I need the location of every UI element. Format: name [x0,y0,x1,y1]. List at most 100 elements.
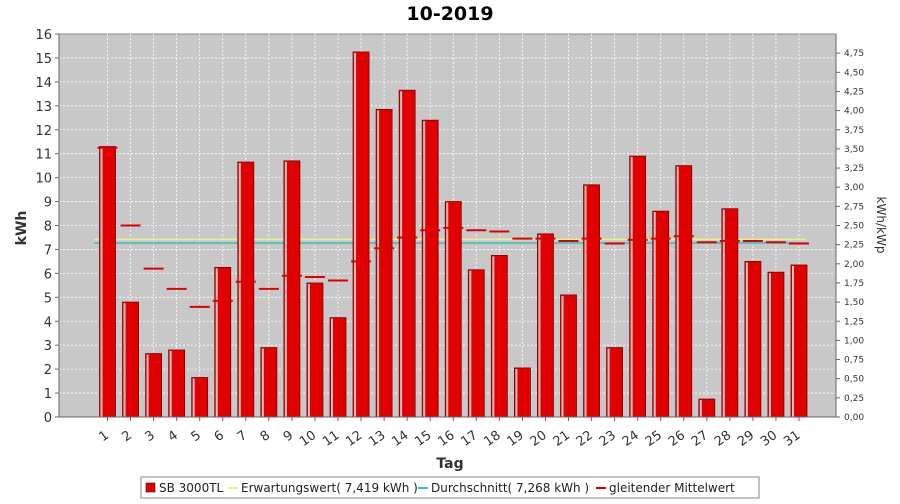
y-tick-label: 12 [35,124,52,139]
legend: SB 3000TL Erwartungswert( 7,419 kWh ) Durc… [140,476,760,499]
bar-highlight [261,348,264,417]
legend-label: Erwartungswert( 7,419 kWh ) [241,481,418,495]
x-tick-label: 27 [689,428,711,450]
x-tick-label: 8 [258,428,273,445]
bar-highlight [515,368,518,417]
x-tick-label: 26 [666,428,688,450]
bar-highlight [607,348,610,417]
y2-tick-label: 3,25 [844,164,864,174]
y2-tick-label: 0,50 [844,375,864,385]
y2-tick-label: 2,25 [844,241,864,251]
bar-highlight [446,202,449,417]
x-tick-label: 7 [235,428,250,445]
bar-highlight [307,283,310,417]
bar-highlight [722,209,725,417]
x-tick-label: 28 [712,428,734,450]
x-tick-label: 20 [528,428,550,450]
bar-highlight [423,121,426,418]
y-tick-label: 10 [35,172,52,187]
x-tick-label: 23 [597,428,619,450]
y2-tick-label: 2,00 [844,260,864,270]
y-tick-label: 16 [35,28,52,43]
legend-label: SB 3000TL [159,481,224,495]
y2-tick-label: 0,75 [844,356,864,366]
y-tick-label: 4 [44,315,52,330]
x-tick-label: 24 [620,428,642,450]
bar-highlight [561,295,564,417]
bar-highlight [584,185,587,417]
y2-tick-label: 2,75 [844,202,864,212]
bar-highlight [123,303,126,417]
legend-swatch [145,482,156,493]
y-tick-label: 8 [44,220,52,235]
bar-highlight [469,270,472,417]
bar-highlight [169,350,172,417]
x-tick-label: 4 [166,428,181,445]
y-tick-label: 6 [44,267,52,282]
y2-tick-label: 0,00 [844,413,864,423]
y2-axis-label: kWh/kWp [874,197,888,254]
bar-highlight [400,91,403,418]
bar-highlight [768,273,771,417]
bar-highlight [745,262,748,417]
x-tick-label: 17 [458,428,480,450]
bar-highlight [630,157,633,418]
y-tick-label: 13 [35,100,52,115]
y2-tick-label: 1,50 [844,298,864,308]
bar-series [99,51,808,418]
x-tick-label: 3 [143,428,158,445]
y2-tick-label: 4,25 [844,87,864,97]
moving-average-series [97,146,809,308]
x-tick-label: 14 [389,428,411,450]
x-tick-label: 21 [551,428,573,450]
bar-highlight [792,265,794,417]
y-tick-label: 1 [44,387,52,402]
y-tick-label: 7 [44,243,52,258]
bar-highlight [215,268,218,417]
y2-tick-label: 4,50 [844,68,864,78]
y-tick-label: 3 [44,339,52,354]
x-tick-label: 18 [481,428,503,450]
x-axis-label: Tag [436,456,463,472]
x-tick-label: 11 [320,428,342,450]
x-tick-label: 29 [735,428,757,450]
y2-tick-label: 1,00 [844,336,864,346]
bar-highlight [146,354,149,417]
y-tick-label: 0 [44,411,52,426]
bar-highlight [377,110,380,417]
bar-highlight [331,318,333,417]
y-axis-label: kWh [14,211,30,246]
legend-label: gleitender Mittelwert [609,481,735,495]
x-tick-label: 9 [281,428,296,445]
y2-tick-label: 3,75 [844,126,864,136]
x-tick-label: 16 [435,428,457,450]
y2-tick-label: 4,75 [844,49,864,59]
y2-tick-label: 0,25 [844,394,864,404]
x-tick-label: 5 [189,428,204,445]
y-tick-label: 2 [44,363,52,378]
y2-tick-label: 2,50 [844,222,864,232]
legend-box [140,476,760,499]
x-tick-label: 12 [343,428,365,450]
x-tick-label: 13 [366,428,388,450]
x-tick-label: 2 [119,428,134,445]
bar-highlight [538,234,541,417]
y-tick-label: 5 [44,291,52,306]
y-tick-label: 9 [44,196,52,211]
y2-tick-label: 3,50 [844,145,864,155]
x-tick-label: 22 [574,428,596,450]
bar-highlight [676,166,679,417]
x-tick-label: 6 [212,428,227,445]
bar-highlight [653,212,656,417]
x-tick-label: 10 [297,428,319,450]
bar-highlight [100,147,103,417]
bar-highlight [699,400,702,417]
y2-tick-label: 3,00 [844,183,864,193]
bar-highlight [354,52,357,417]
x-tick-label: 30 [758,428,780,450]
bar-highlight [192,378,195,417]
y2-tick-label: 1,75 [844,279,864,289]
x-tick-label: 31 [781,428,803,450]
y-tick-label: 11 [35,148,52,163]
